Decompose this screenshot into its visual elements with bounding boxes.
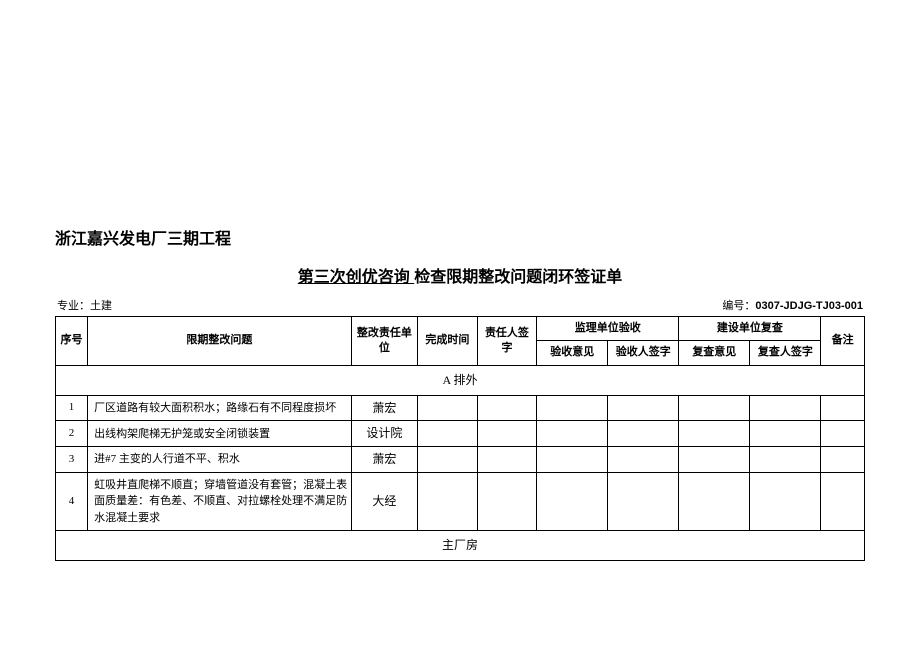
cell-supervision-opinion	[537, 472, 608, 531]
cell-issue: 出线构架爬梯无护笼或安全闭锁装置	[88, 421, 352, 447]
cell-construction-opinion	[679, 421, 750, 447]
header-construction: 建设单位复查	[679, 317, 821, 341]
cell-construction-sign	[750, 395, 821, 421]
table-header: 序号 限期整改问题 整改责任单位 完成时间 责任人签字 监理单位验收 建设单位复…	[56, 317, 865, 366]
cell-issue: 进#7 主变的人行道不平、积水	[88, 447, 352, 473]
cell-remark	[821, 472, 865, 531]
cell-issue: 厂区道路有较大面积积水；路缘石有不同程度损坏	[88, 395, 352, 421]
cell-sign	[477, 472, 537, 531]
section-label-a: A 排外	[56, 365, 865, 395]
cell-supervision-opinion	[537, 421, 608, 447]
header-seq: 序号	[56, 317, 88, 366]
cell-sign	[477, 421, 537, 447]
cell-seq: 4	[56, 472, 88, 531]
cell-supervision-sign	[608, 395, 679, 421]
code-label: 编号：	[722, 300, 755, 312]
cell-time	[418, 447, 478, 473]
header-construction-sign: 复查人签字	[750, 341, 821, 365]
cell-time	[418, 395, 478, 421]
table-row: 3 进#7 主变的人行道不平、积水 萧宏	[56, 447, 865, 473]
cell-time	[418, 472, 478, 531]
form-title-underlined: 第三次创优咨询	[298, 269, 414, 286]
document-content: 浙江嘉兴发电厂三期工程 第三次创优咨询 检查限期整改问题闭环签证单 专业：土建 …	[55, 225, 865, 561]
cell-supervision-sign	[608, 421, 679, 447]
cell-construction-sign	[750, 447, 821, 473]
header-resp-sign: 责任人签字	[477, 317, 537, 366]
cell-issue: 虹吸井直爬梯不顺直；穿墙管道没有套管；混凝土表面质量差：有色差、不顺直、对拉螺栓…	[88, 472, 352, 531]
code-block: 编号：0307-JDJG-TJ03-001	[722, 297, 863, 313]
section-row-main: 主厂房	[56, 531, 865, 561]
cell-construction-sign	[750, 421, 821, 447]
cell-construction-opinion	[679, 395, 750, 421]
header-remark: 备注	[821, 317, 865, 366]
cell-time	[418, 421, 478, 447]
header-construction-opinion: 复查意见	[679, 341, 750, 365]
form-title-rest: 检查限期整改问题闭环签证单	[414, 269, 622, 286]
cell-sign	[477, 395, 537, 421]
cell-remark	[821, 421, 865, 447]
header-supervision-sign: 验收人签字	[608, 341, 679, 365]
cell-remark	[821, 447, 865, 473]
cell-construction-sign	[750, 472, 821, 531]
code-value: 0307-JDJG-TJ03-001	[755, 300, 863, 312]
specialty-label: 专业：土建	[57, 297, 112, 313]
header-issue: 限期整改问题	[88, 317, 352, 366]
header-supervision-opinion: 验收意见	[537, 341, 608, 365]
cell-unit: 萧宏	[351, 395, 417, 421]
header-resp-unit: 整改责任单位	[351, 317, 417, 366]
cell-supervision-sign	[608, 472, 679, 531]
rectification-table: 序号 限期整改问题 整改责任单位 完成时间 责任人签字 监理单位验收 建设单位复…	[55, 316, 865, 561]
cell-unit: 设计院	[351, 421, 417, 447]
header-complete-time: 完成时间	[418, 317, 478, 366]
cell-seq: 3	[56, 447, 88, 473]
cell-unit: 大经	[351, 472, 417, 531]
cell-construction-opinion	[679, 472, 750, 531]
cell-supervision-sign	[608, 447, 679, 473]
form-title: 第三次创优咨询 检查限期整改问题闭环签证单	[55, 263, 865, 287]
cell-remark	[821, 395, 865, 421]
header-supervision: 监理单位验收	[537, 317, 679, 341]
cell-seq: 1	[56, 395, 88, 421]
cell-sign	[477, 447, 537, 473]
cell-supervision-opinion	[537, 447, 608, 473]
cell-supervision-opinion	[537, 395, 608, 421]
meta-row: 专业：土建 编号：0307-JDJG-TJ03-001	[55, 297, 865, 313]
section-row-a: A 排外	[56, 365, 865, 395]
project-title: 浙江嘉兴发电厂三期工程	[55, 225, 865, 249]
cell-construction-opinion	[679, 447, 750, 473]
cell-seq: 2	[56, 421, 88, 447]
section-label-main: 主厂房	[56, 531, 865, 561]
cell-unit: 萧宏	[351, 447, 417, 473]
table-row: 4 虹吸井直爬梯不顺直；穿墙管道没有套管；混凝土表面质量差：有色差、不顺直、对拉…	[56, 472, 865, 531]
table-row: 2 出线构架爬梯无护笼或安全闭锁装置 设计院	[56, 421, 865, 447]
table-row: 1 厂区道路有较大面积积水；路缘石有不同程度损坏 萧宏	[56, 395, 865, 421]
